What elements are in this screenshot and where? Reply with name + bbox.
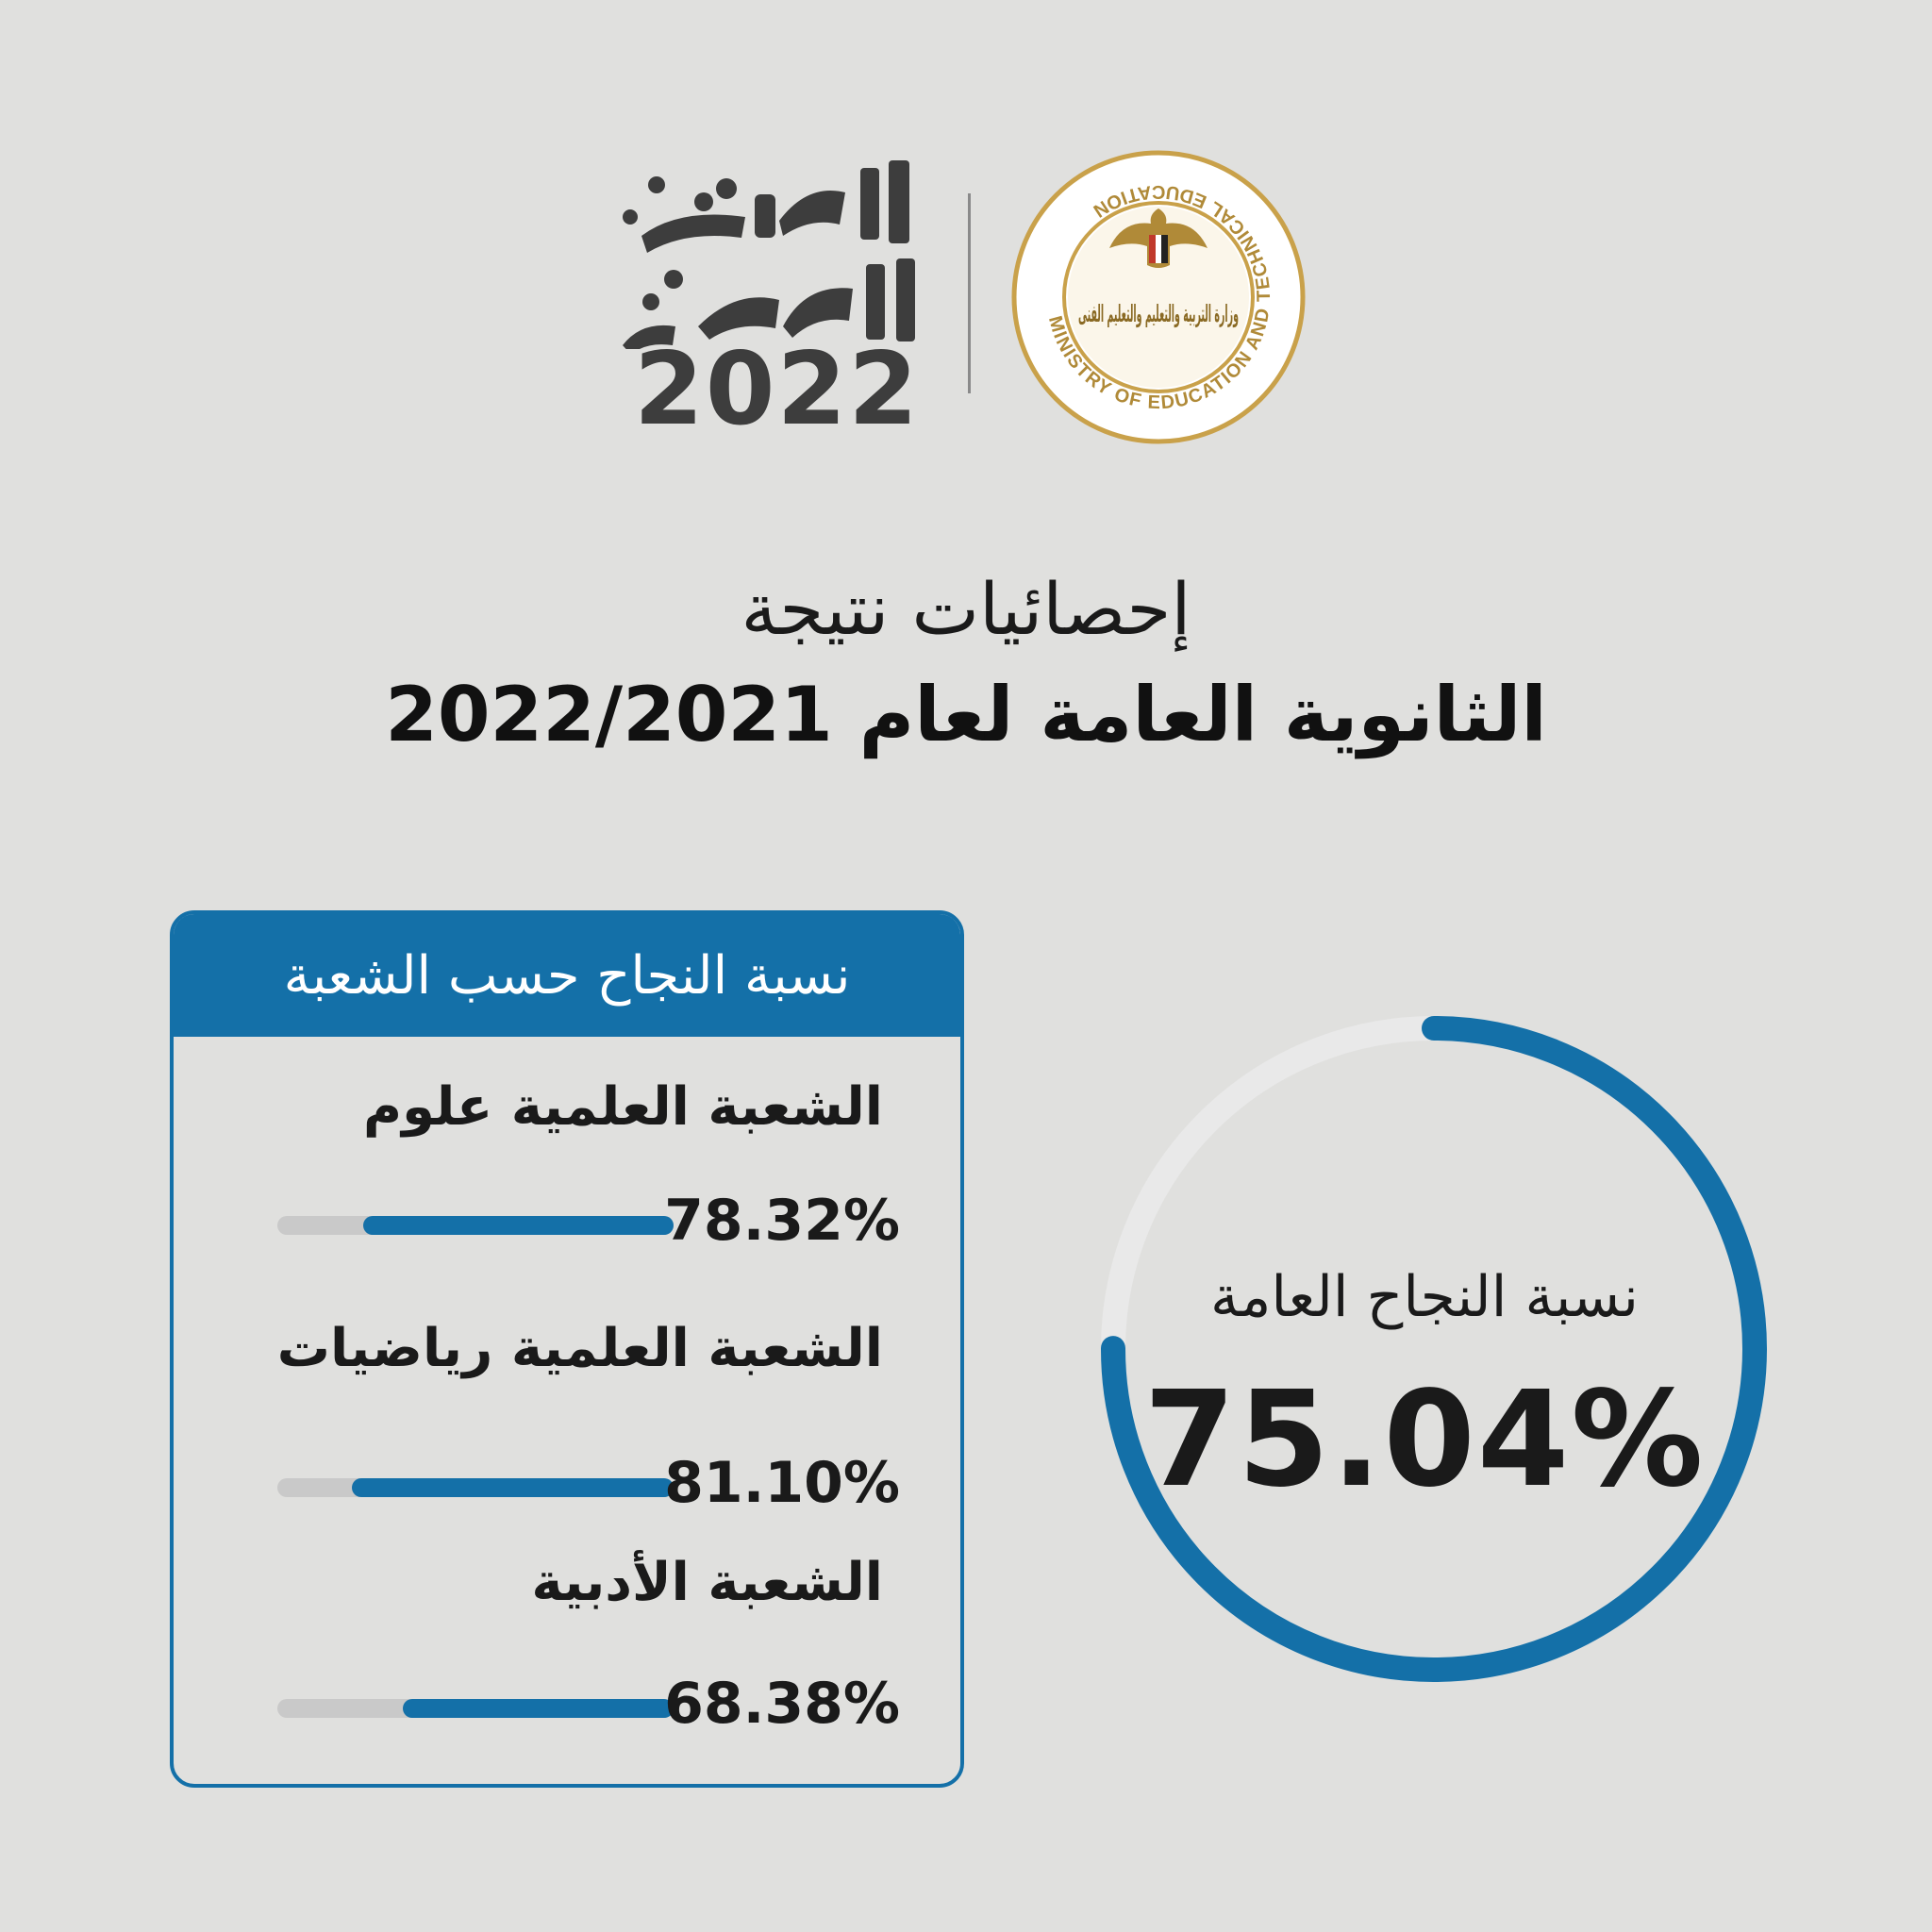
branch-value-label: 78.32%: [664, 1188, 900, 1254]
branch-label: الشعبة الأدبية: [531, 1552, 883, 1613]
card-header-title: نسبة النجاح حسب الشعبة: [283, 944, 851, 1007]
card-header: نسبة النجاح حسب الشعبة: [174, 914, 960, 1037]
branch-value-label: 68.38%: [664, 1671, 900, 1737]
bar-fill: [363, 1216, 674, 1235]
event-logo-calligraphy: [623, 160, 915, 349]
bar-track: [277, 1478, 674, 1497]
branch-success-card: نسبة النجاح حسب الشعبة الشعبة العلمية عل…: [170, 910, 964, 1788]
bar-track: [277, 1216, 674, 1235]
bar-track: [277, 1699, 674, 1718]
ministry-seal: MINISTRY OF EDUCATION AND TECHNICAL EDUC…: [1011, 150, 1306, 444]
bar-fill: [352, 1478, 674, 1497]
title-line-1: إحصائيات نتيجة: [741, 567, 1191, 651]
page-title: إحصائيات نتيجة الثانوية العامة لعام 2022…: [0, 557, 1932, 768]
bar-fill: [402, 1699, 674, 1718]
branch-value-label: 81.10%: [664, 1450, 900, 1516]
gauge-value: 75.04%: [1143, 1363, 1706, 1517]
title-line-2: الثانوية العامة لعام 2022/2021: [385, 671, 1547, 758]
branch-label: الشعبة العلمية رياضيات: [276, 1318, 883, 1379]
seal-arabic-text: وزارة التربية والتعليم والتعليم الفنى: [1078, 300, 1239, 328]
gauge-progress-arc: [1101, 1016, 1767, 1682]
eagle-emblem-icon: [1109, 208, 1208, 268]
gauge-label: نسبة النجاح العامة: [1210, 1264, 1639, 1330]
branch-label: الشعبة العلمية علوم: [363, 1076, 883, 1138]
event-year: 2022: [633, 331, 920, 447]
overall-gauge: [1101, 1016, 1767, 1682]
logo-divider: [968, 193, 971, 393]
event-logo: 2022: [613, 160, 934, 443]
